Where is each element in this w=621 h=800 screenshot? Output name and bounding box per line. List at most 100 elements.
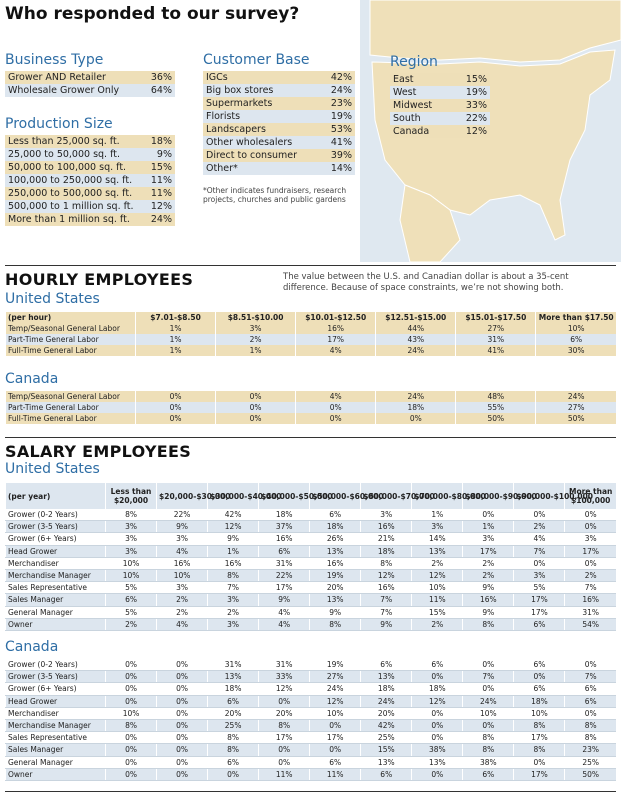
- table-body: Grower (0-2 Years) 0% 0% 31% 31% 19% 6% 6% 0% 6% 0…: [5, 659, 616, 781]
- percent: 3%: [156, 532, 208, 546]
- percent: 17%: [258, 581, 310, 595]
- table-row: Grower (0-2 Years) 8% 22% 42% 18% 6% 3% 1% 0% 0% 0…: [5, 509, 616, 522]
- percent: 24%: [360, 695, 412, 708]
- hourly-us-heading: United States: [5, 291, 100, 307]
- percent: 9%: [309, 606, 361, 619]
- percent: 0%: [156, 756, 208, 769]
- percent: 12%: [465, 126, 487, 137]
- row-label: Merchandiser: [5, 707, 106, 720]
- percent: 18%: [207, 682, 259, 696]
- row-label: Grower (3-5 Years): [5, 520, 106, 534]
- percent: 13%: [411, 545, 463, 558]
- percent: 13%: [360, 670, 412, 684]
- data-table: (per hour) $7.01-$8.50 $8.51-$10.00 $10.01-…: [5, 312, 616, 356]
- percent: 14%: [411, 532, 463, 546]
- percent: 8%: [309, 618, 361, 631]
- column-header: More than $100,000: [564, 483, 616, 509]
- percent: 3%: [207, 618, 259, 631]
- percent: 20%: [309, 581, 361, 595]
- percent: 37%: [258, 520, 310, 534]
- list-row: Big box stores 24%: [203, 84, 355, 97]
- percent: 19%: [309, 659, 361, 672]
- percent: 24%: [462, 695, 514, 708]
- percent: 0%: [411, 731, 463, 745]
- percent: 0%: [104, 659, 157, 672]
- percent: 6%: [309, 509, 361, 522]
- percent: 0%: [104, 731, 157, 745]
- percent: 8%: [104, 719, 157, 733]
- percent: 25%: [207, 719, 259, 733]
- table-header: (per year) Less than $20,000 $20,000-$30,0…: [5, 483, 616, 509]
- percent: 7%: [513, 545, 565, 558]
- percent: 18%: [258, 509, 310, 522]
- percent: 20%: [360, 707, 412, 720]
- percent: 11%: [150, 175, 172, 186]
- table-row: Grower (6+ Years) 0% 0% 18% 12% 24% 18% 18% 0% 6%…: [5, 682, 616, 696]
- column-header: $15.01-$17.50: [455, 312, 536, 323]
- percent: 4%: [295, 345, 376, 356]
- percent: 24%: [330, 85, 352, 96]
- percent: 50%: [564, 768, 616, 781]
- percent: 22%: [258, 569, 310, 583]
- section-heading: Customer Base: [203, 52, 310, 68]
- list-row: Landscapers 53%: [203, 123, 355, 136]
- percent: 8%: [513, 719, 565, 733]
- list-row: Less than 25,000 sq. ft. 18%: [5, 135, 175, 148]
- list-row: 25,000 to 50,000 sq. ft. 9%: [5, 148, 175, 161]
- percent: 11%: [411, 593, 463, 607]
- table-row: Full-Time General Labor 0% 0% 0% 0% 50% 50%: [5, 413, 616, 424]
- percent: 0%: [462, 719, 514, 733]
- percent: 4%: [156, 545, 208, 558]
- column-header: $70,000-$80,000: [411, 483, 486, 509]
- percent: 0%: [564, 659, 616, 672]
- percent: 6%: [535, 334, 616, 345]
- section-heading: Region: [390, 54, 438, 70]
- percent: 7%: [360, 593, 412, 607]
- list-row: 500,000 to 1 million sq. ft. 12%: [5, 200, 175, 213]
- salary-heading: SALARY EMPLOYEES: [5, 442, 192, 461]
- table-row: Merchandise Manager 8% 0% 25% 8% 0% 42% 0% 0% 8% 8…: [5, 719, 616, 733]
- percent: 15%: [360, 743, 412, 757]
- label: Other wholesalers: [206, 137, 293, 148]
- percent: 0%: [295, 402, 376, 413]
- list-row: 250,000 to 500,000 sq. ft. 11%: [5, 187, 175, 200]
- percent: 0%: [156, 707, 208, 720]
- row-label: Sales Manager: [5, 743, 106, 757]
- percent: 54%: [564, 618, 616, 631]
- column-header: $20,000-$30,000: [156, 483, 230, 509]
- percent: 0%: [258, 743, 310, 757]
- percent: 0%: [215, 402, 296, 413]
- percent: 8%: [564, 731, 616, 745]
- percent: 19%: [465, 87, 487, 98]
- percent: 39%: [330, 150, 352, 161]
- percent: 17%: [564, 545, 616, 558]
- table-row: Sales Representative 5% 3% 7% 17% 20% 16% 10% 9%…: [5, 581, 616, 595]
- percent: 0%: [309, 743, 361, 757]
- list-row: East 15%: [390, 73, 490, 86]
- percent: 0%: [564, 509, 616, 522]
- percent: 2%: [411, 557, 463, 570]
- list-row: IGCs 42%: [203, 71, 355, 84]
- percent: 0%: [564, 707, 616, 720]
- percent: 8%: [564, 719, 616, 733]
- column-header: $80,000-$90,000: [462, 483, 537, 509]
- list-row: Other wholesalers 41%: [203, 136, 355, 149]
- percent: 0%: [258, 756, 310, 769]
- percent: 10%: [462, 707, 514, 720]
- percent: 2%: [215, 334, 296, 345]
- column-header: $60,000-$70,000: [360, 483, 435, 509]
- percent: 4%: [258, 606, 310, 619]
- percent: 0%: [411, 719, 463, 733]
- percent: 24%: [309, 682, 361, 696]
- hourly-heading: HOURLY EMPLOYEES: [5, 270, 194, 289]
- percent: 3%: [462, 532, 514, 546]
- table-row: Part-Time General Labor 1% 2% 17% 43% 31% 6%: [5, 334, 616, 345]
- percent: 16%: [462, 593, 514, 607]
- percent: 36%: [150, 72, 172, 83]
- data-table: (per year) Less than $20,000 $20,000-$30,0…: [5, 483, 616, 631]
- percent: 3%: [411, 520, 463, 534]
- percent: 24%: [150, 214, 172, 225]
- percent: 3%: [104, 520, 157, 534]
- percent: 16%: [309, 557, 361, 570]
